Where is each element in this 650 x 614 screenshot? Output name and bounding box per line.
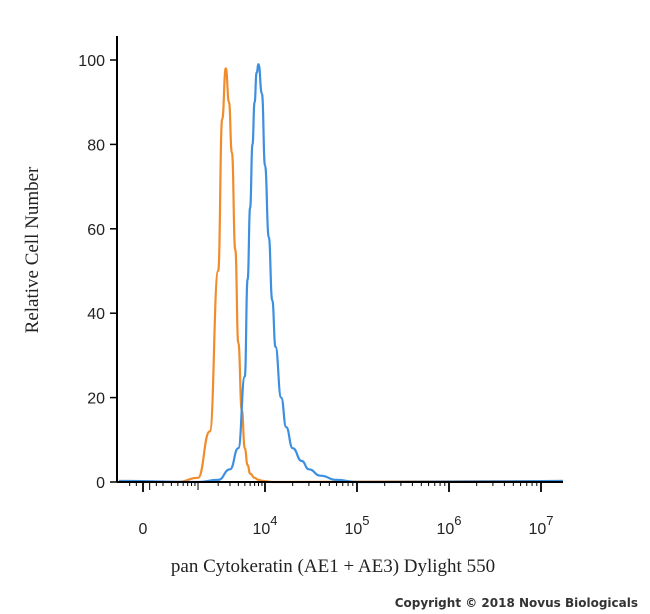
- series-layer: [118, 63, 564, 484]
- x-tick-label: 104: [252, 513, 277, 538]
- x-tick-label: 107: [528, 513, 553, 538]
- y-tick-label: 40: [87, 306, 105, 323]
- x-tick-base: 10: [252, 521, 270, 538]
- x-tick-exponent: 7: [546, 513, 553, 528]
- x-axis-title: pan Cytokeratin (AE1 + AE3) Dylight 550: [171, 556, 495, 577]
- x-tick-base: 0: [139, 521, 148, 538]
- histogram-series-1: [118, 67, 564, 484]
- x-tick-label: 0: [139, 521, 148, 538]
- y-tick-label: 20: [87, 391, 105, 408]
- y-tick-label: 80: [87, 137, 105, 154]
- y-tick-label: 60: [87, 222, 105, 239]
- y-tick-label: 0: [96, 475, 105, 492]
- x-tick-base: 10: [436, 521, 454, 538]
- x-tick-exponent: 4: [270, 513, 277, 528]
- y-tick-label: 100: [78, 53, 105, 70]
- x-tick-label: 106: [436, 513, 461, 538]
- x-tick-base: 10: [528, 521, 546, 538]
- y-axis-title: Relative Cell Number: [22, 166, 43, 333]
- x-tick-label: 105: [344, 513, 369, 538]
- copyright-notice: Copyright © 2018 Novus Biologicals: [395, 596, 638, 610]
- x-tick-exponent: 6: [454, 513, 461, 528]
- axes-layer: [116, 36, 563, 483]
- histogram-series-2: [118, 63, 564, 484]
- y-axis-ticks: 0 20 40 60 80 100: [78, 53, 117, 492]
- x-tick-base: 10: [344, 521, 362, 538]
- x-tick-exponent: 5: [362, 513, 369, 528]
